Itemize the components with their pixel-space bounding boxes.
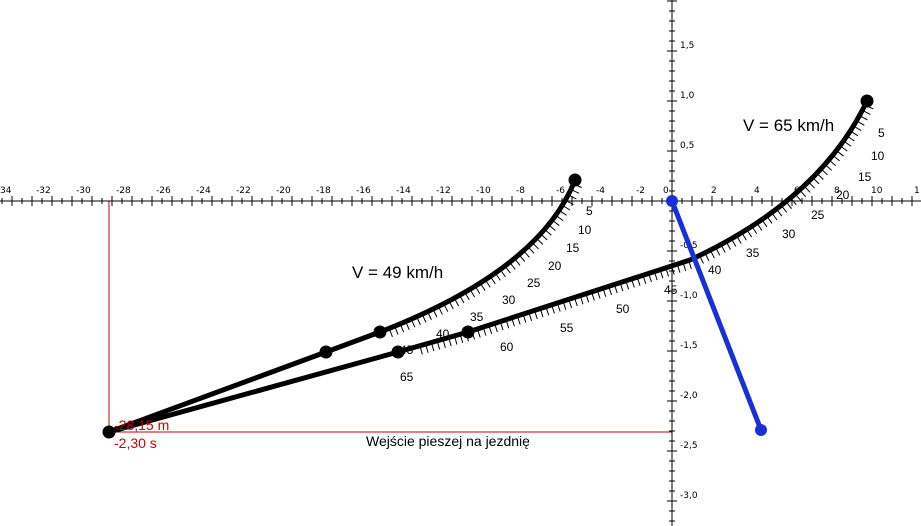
y-tick-label: 1,0 [680,91,695,101]
x-tick-label: 34 [0,186,12,196]
pedestrian-end-dot [755,424,767,436]
curve-65-point [391,345,405,359]
x-tick-label: 4 [754,186,760,196]
speed-label: 50 [616,302,630,316]
start-time-label: -2,30 s [114,435,157,451]
speed-label: 35 [470,310,484,324]
vehicle-curves [106,98,870,435]
curve-49-title: V = 49 km/h [352,263,443,282]
curve-65-speed-labels: 5 10 15 20 25 30 35 40 45 50 55 60 65 [400,126,885,384]
x-tick-label: -2 [636,186,645,196]
speed-label: 55 [560,321,574,335]
speed-label: 15 [566,241,580,255]
x-tick-label: -26 [156,186,171,196]
curve-49-point [373,325,387,339]
x-tick-label: 1 [914,186,920,196]
x-tick-label: 8 [834,186,840,196]
x-tick-label: -30 [76,186,91,196]
x-tick-label: -32 [36,186,51,196]
curve-speed-ticks [388,104,874,355]
pedestrian-entry-label: Wejście pieszej na jezdnię [366,433,530,449]
speed-label: 20 [836,188,850,202]
x-axis-ticks [1,196,913,206]
y-axis-ticks [667,0,677,522]
curve-65-point [461,325,475,339]
speed-label: 5 [586,204,593,218]
curve-49-end-dot [568,173,582,187]
speed-label: 45 [664,283,678,297]
x-tick-label: 2 [711,186,717,196]
speed-label: 25 [811,208,825,222]
start-point-dot [102,425,116,439]
curve-points [102,94,874,439]
curve-65-kmh [106,98,870,435]
speed-label: 40 [708,263,722,277]
x-tick-label: -24 [196,186,211,196]
x-tick-label: 0 [663,186,669,196]
x-tick-label: -16 [356,186,371,196]
speed-label: 25 [527,276,541,290]
y-tick-label: -1,5 [680,341,698,351]
y-tick-label: 1,5 [680,41,694,51]
speed-label: 40 [436,327,450,341]
curve-65-end-dot [860,94,874,108]
reference-lines [108,201,672,433]
x-tick-label: -4 [596,186,605,196]
y-tick-label: 0,5 [680,141,694,151]
speed-label: 10 [578,223,592,237]
x-tick-label: -18 [316,186,331,196]
curve-49-speed-labels: 5 10 15 20 25 30 35 40 45 [400,204,593,357]
pedestrian-path-line [669,198,764,433]
speed-label: 30 [782,227,796,241]
x-tick-label: -28 [116,186,131,196]
speed-label: 20 [548,259,562,273]
speed-label: 10 [871,149,885,163]
y-tick-label: -2,0 [680,391,698,401]
start-distance-label: -28,15 m [114,417,169,433]
y-tick-label: -3,0 [680,491,698,501]
curve-65-title: V = 65 km/h [743,116,834,135]
x-tick-label: -22 [236,186,251,196]
y-tick-label: -2,5 [680,441,698,451]
speed-label: 30 [502,293,516,307]
speed-label: 15 [858,170,872,184]
x-tick-label: -14 [396,186,411,196]
y-tick-label: -1,0 [680,291,698,301]
curve-49-kmh [106,177,578,435]
x-tick-label: -12 [436,186,451,196]
speed-label: 35 [746,246,760,260]
curve-49-point [319,345,333,359]
speed-label: 60 [500,340,514,354]
x-tick-label: -20 [276,186,291,196]
speed-label: 65 [400,370,414,384]
x-tick-label: -8 [516,186,525,196]
speed-label: 5 [878,126,885,140]
pedestrian-start-dot [666,195,678,207]
speed-label: 45 [400,343,414,357]
x-tick-label: -10 [476,186,491,196]
x-tick-label: -6 [556,186,565,196]
x-tick-label: 10 [871,186,883,196]
